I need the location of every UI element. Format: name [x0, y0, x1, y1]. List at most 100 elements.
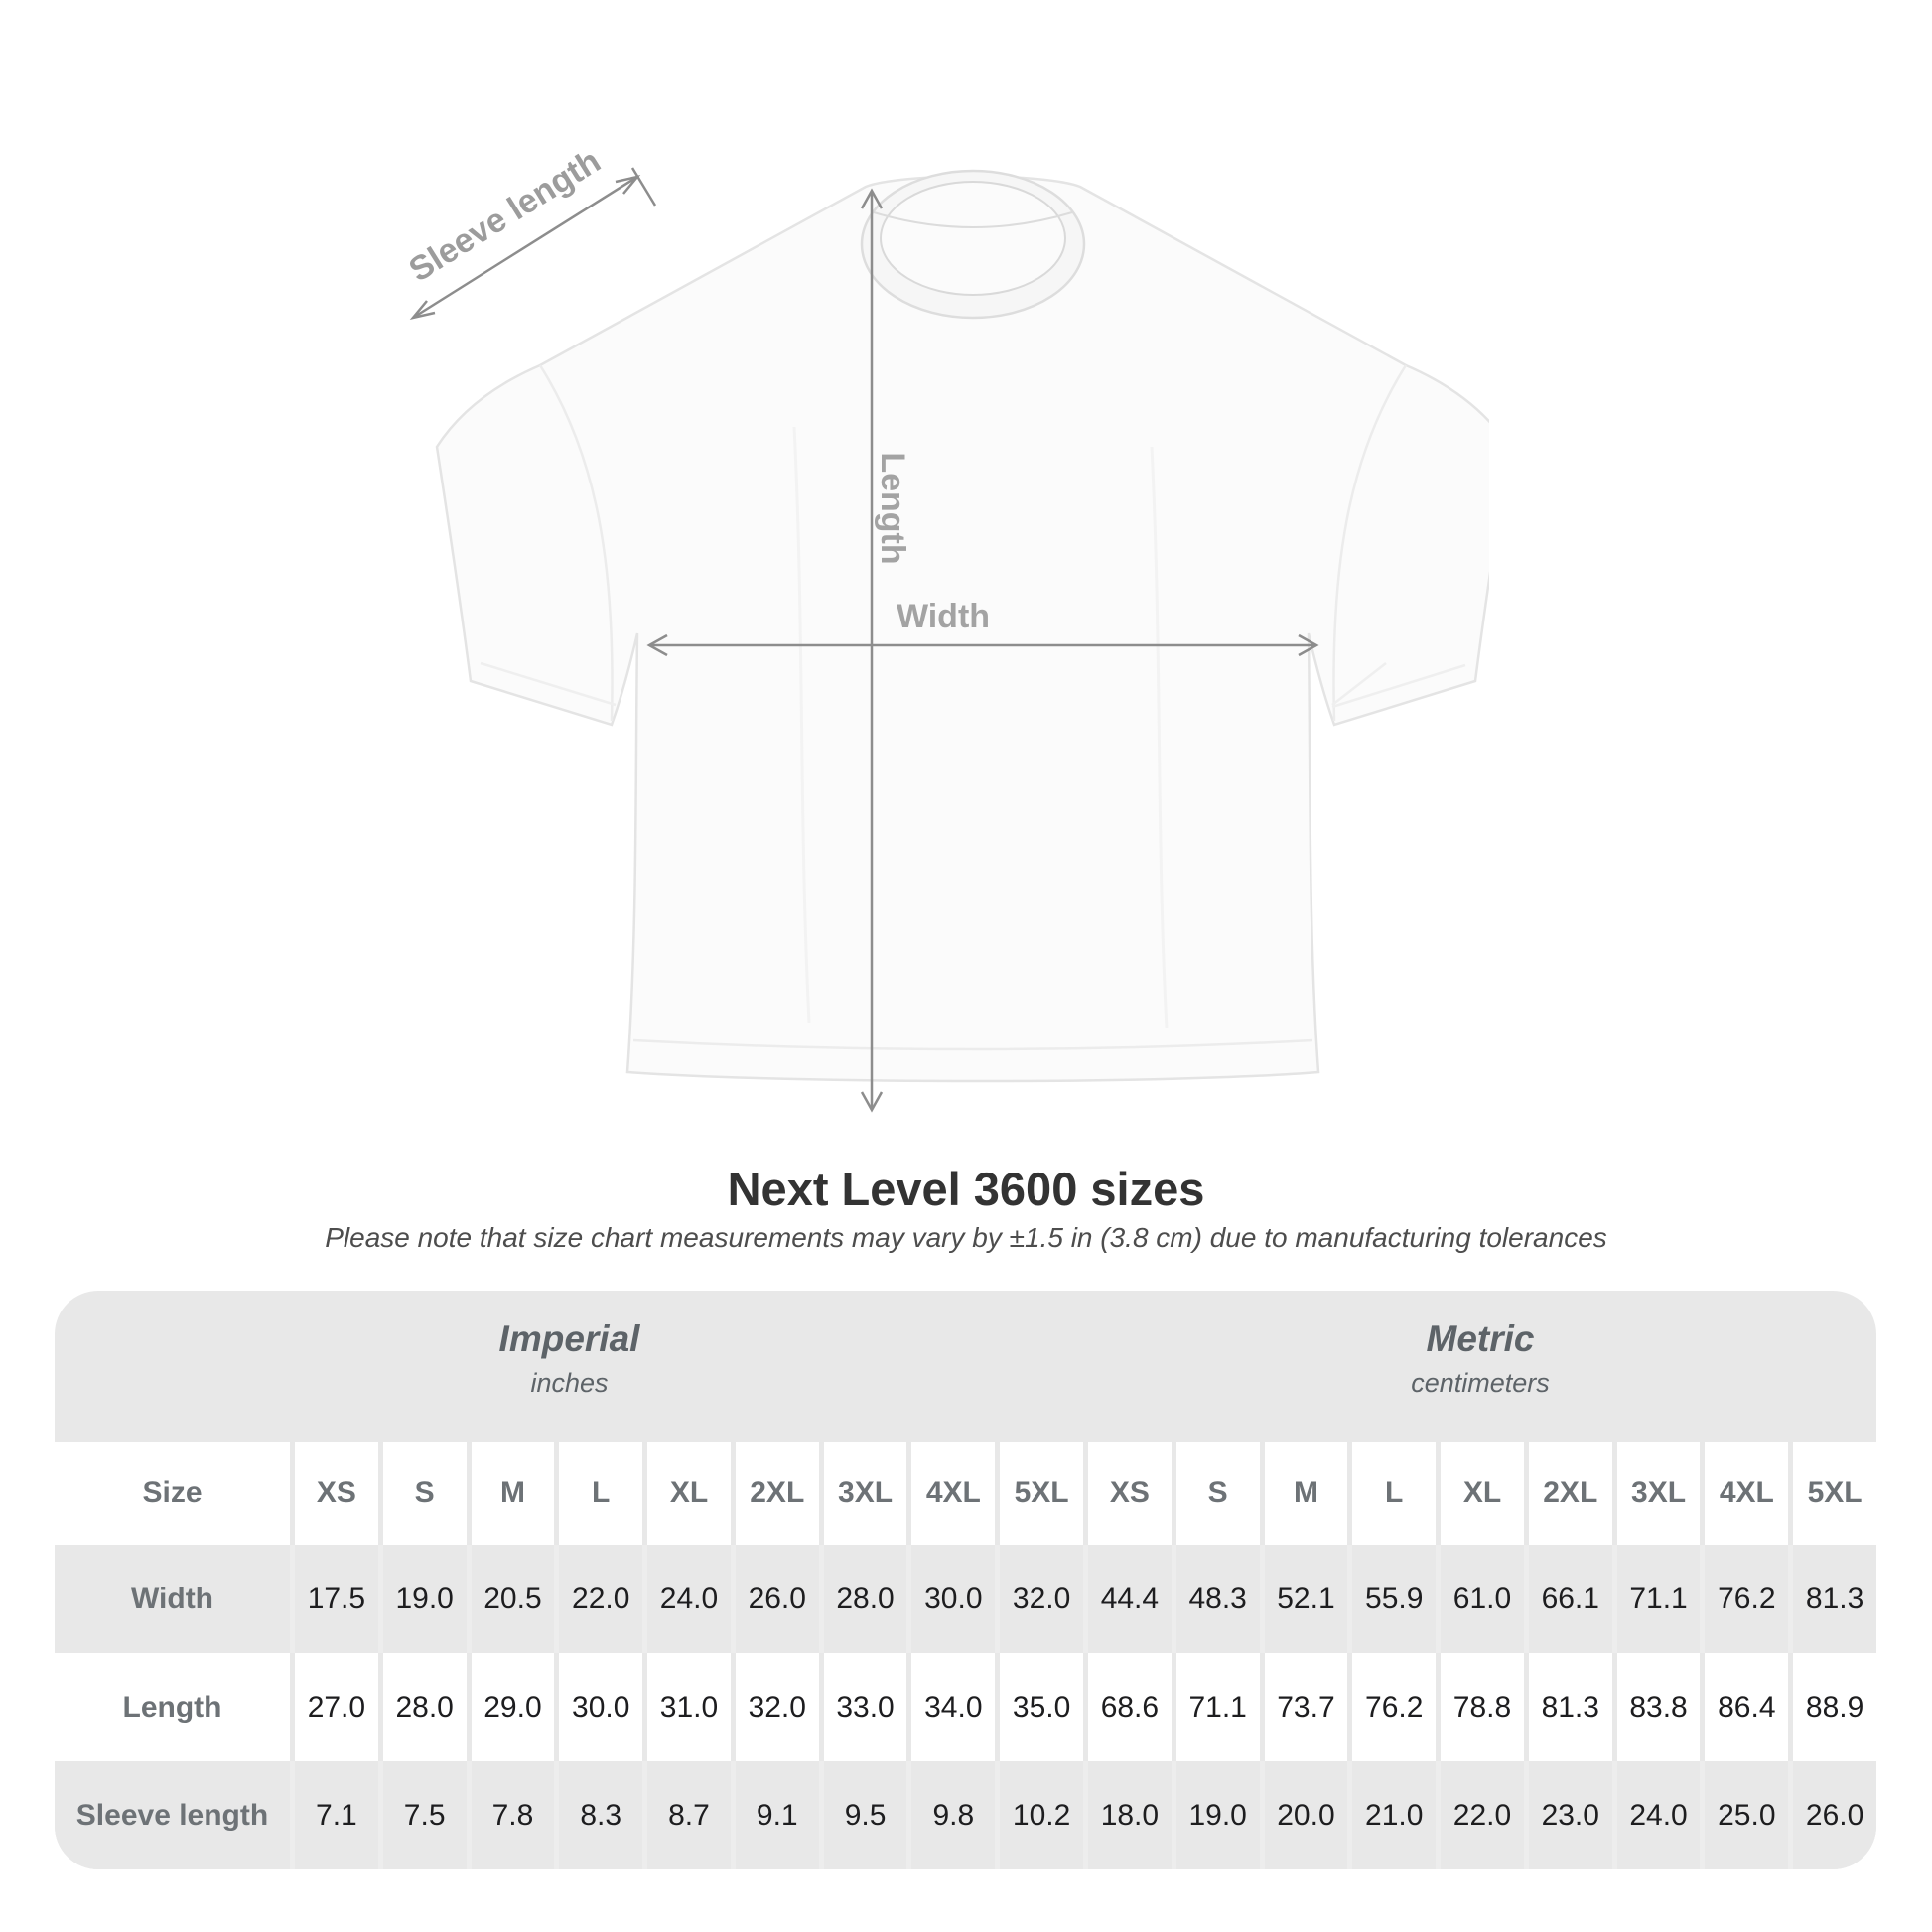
- value-cell: 9.8: [911, 1761, 996, 1869]
- value-cell: 83.8: [1616, 1653, 1701, 1761]
- size-column-header: 4XL: [911, 1442, 996, 1545]
- value-cell: 66.1: [1528, 1545, 1612, 1653]
- value-cell: 7.8: [471, 1761, 555, 1869]
- size-column-header: XL: [647, 1442, 731, 1545]
- value-cell: 25.0: [1705, 1761, 1789, 1869]
- size-column-header: XS: [1088, 1442, 1172, 1545]
- size-column-header: M: [471, 1442, 555, 1545]
- value-cell: 20.5: [471, 1545, 555, 1653]
- value-cell: 27.0: [295, 1653, 378, 1761]
- value-cell: 29.0: [471, 1653, 555, 1761]
- value-cell: 31.0: [647, 1653, 731, 1761]
- value-cell: 30.0: [559, 1653, 643, 1761]
- unit-band: Imperial inches Metric centimeters: [55, 1291, 1876, 1442]
- value-cell: 71.1: [1175, 1653, 1260, 1761]
- tshirt-graphic: Sleeve length Length Width: [402, 142, 1511, 1113]
- size-column-header: XS: [295, 1442, 378, 1545]
- tshirt-diagram: Sleeve length Length Width: [377, 129, 1511, 1142]
- value-cell: 19.0: [1175, 1761, 1260, 1869]
- size-row-label: Size: [55, 1442, 290, 1545]
- length-label: Length: [874, 452, 911, 564]
- value-cell: 24.0: [647, 1545, 731, 1653]
- value-cell: 28.0: [382, 1653, 467, 1761]
- unit-group-metric: Metric centimeters: [1084, 1291, 1876, 1442]
- imperial-sublabel: inches: [530, 1368, 609, 1398]
- value-cell: 10.2: [1000, 1761, 1083, 1869]
- size-table: Imperial inches Metric centimeters Size X…: [55, 1291, 1876, 1869]
- table-row: Size XS S M L XL 2XL 3XL 4XL 5XL XS S M L XL 2XL 3XL 4XL 5…: [55, 1442, 1876, 1545]
- value-cell: 22.0: [1441, 1761, 1524, 1869]
- size-column-header: 5XL: [1793, 1442, 1876, 1545]
- value-cell: 9.1: [735, 1761, 819, 1869]
- value-cell: 19.0: [382, 1545, 467, 1653]
- value-cell: 32.0: [735, 1653, 819, 1761]
- measurement-arrows: [409, 167, 1319, 1113]
- value-cell: 78.8: [1441, 1653, 1524, 1761]
- value-cell: 17.5: [295, 1545, 378, 1653]
- value-cell: 48.3: [1175, 1545, 1260, 1653]
- row-label: Sleeve length: [55, 1761, 290, 1869]
- value-cell: 23.0: [1528, 1761, 1612, 1869]
- value-cell: 28.0: [823, 1545, 907, 1653]
- value-cell: 61.0: [1441, 1545, 1524, 1653]
- row-label: Width: [55, 1545, 290, 1653]
- value-cell: 22.0: [559, 1545, 643, 1653]
- value-cell: 20.0: [1264, 1761, 1348, 1869]
- size-column-header: XL: [1441, 1442, 1524, 1545]
- value-cell: 24.0: [1616, 1761, 1701, 1869]
- size-column-header: 4XL: [1705, 1442, 1789, 1545]
- value-cell: 73.7: [1264, 1653, 1348, 1761]
- value-cell: 81.3: [1793, 1545, 1876, 1653]
- value-cell: 7.1: [295, 1761, 378, 1869]
- value-cell: 86.4: [1705, 1653, 1789, 1761]
- imperial-label: Imperial: [498, 1318, 640, 1359]
- value-cell: 81.3: [1528, 1653, 1612, 1761]
- page-subtitle: Please note that size chart measurements…: [325, 1222, 1607, 1253]
- value-cell: 26.0: [735, 1545, 819, 1653]
- length-arrow: [860, 188, 884, 1113]
- row-label: Length: [55, 1653, 290, 1761]
- value-cell: 76.2: [1352, 1653, 1437, 1761]
- value-cell: 9.5: [823, 1761, 907, 1869]
- unit-group-imperial: Imperial inches: [55, 1291, 1084, 1442]
- metric-sublabel: centimeters: [1411, 1368, 1550, 1398]
- tshirt-collar: [860, 169, 1086, 320]
- table-row: Length 27.0 28.0 29.0 30.0 31.0 32.0 33.0 34.0 35…: [55, 1653, 1876, 1761]
- value-cell: 26.0: [1793, 1761, 1876, 1869]
- value-cell: 68.6: [1088, 1653, 1172, 1761]
- size-column-header: L: [559, 1442, 643, 1545]
- width-label: Width: [897, 598, 990, 635]
- value-cell: 76.2: [1705, 1545, 1789, 1653]
- size-column-header: 3XL: [1616, 1442, 1701, 1545]
- tshirt-silhouette: [435, 169, 1511, 1083]
- value-cell: 7.5: [382, 1761, 467, 1869]
- size-table-rows: Size XS S M L XL 2XL 3XL 4XL 5XL XS S M L XL 2XL 3XL 4XL 5…: [55, 1442, 1876, 1869]
- size-column-header: 3XL: [823, 1442, 907, 1545]
- value-cell: 8.7: [647, 1761, 731, 1869]
- table-row: Width 17.5 19.0 20.5 22.0 24.0 26.0 28.0 30.0 32.…: [55, 1545, 1876, 1653]
- size-column-header: L: [1352, 1442, 1437, 1545]
- value-cell: 71.1: [1616, 1545, 1701, 1653]
- size-column-header: S: [1175, 1442, 1260, 1545]
- page-title: Next Level 3600 sizes: [727, 1163, 1205, 1215]
- size-column-header: 2XL: [735, 1442, 819, 1545]
- value-cell: 35.0: [1000, 1653, 1083, 1761]
- value-cell: 21.0: [1352, 1761, 1437, 1869]
- table-row: Sleeve length 7.1 7.5 7.8 8.3 8.7 9.1 9.5 9.8 10.…: [55, 1761, 1876, 1869]
- value-cell: 52.1: [1264, 1545, 1348, 1653]
- value-cell: 30.0: [911, 1545, 996, 1653]
- value-cell: 33.0: [823, 1653, 907, 1761]
- value-cell: 44.4: [1088, 1545, 1172, 1653]
- size-column-header: 5XL: [1000, 1442, 1083, 1545]
- size-column-header: 2XL: [1528, 1442, 1612, 1545]
- sleeve-length-arrow: [409, 167, 657, 321]
- width-arrow: [646, 633, 1319, 657]
- size-column-header: M: [1264, 1442, 1348, 1545]
- size-column-header: S: [382, 1442, 467, 1545]
- value-cell: 8.3: [559, 1761, 643, 1869]
- value-cell: 32.0: [1000, 1545, 1083, 1653]
- value-cell: 18.0: [1088, 1761, 1172, 1869]
- value-cell: 88.9: [1793, 1653, 1876, 1761]
- metric-label: Metric: [1426, 1318, 1535, 1359]
